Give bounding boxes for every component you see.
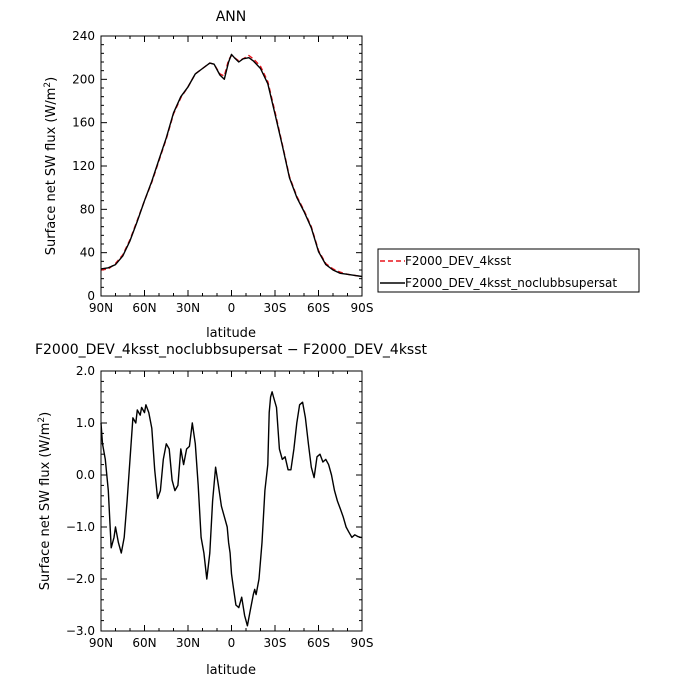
y-tick-label: −3.0	[66, 624, 95, 638]
panel1-frame	[100, 35, 363, 297]
x-tick-label: 90N	[89, 301, 113, 315]
y-tick-label: 240	[72, 29, 95, 43]
legend-label-series-2: F2000_DEV_4ksst_noclubbsupersat	[405, 276, 617, 290]
y-tick-label: −1.0	[66, 520, 95, 534]
y-tick-label: 80	[80, 202, 95, 216]
panel2-ylabel: Surface net SW flux (W/m2)	[37, 412, 53, 590]
x-tick-label: 30S	[264, 636, 287, 650]
panel2-xlabel: latitude	[206, 663, 256, 678]
panel2-frame	[100, 370, 363, 632]
x-tick-label: 30N	[176, 301, 200, 315]
y-tick-label: 200	[72, 72, 95, 86]
x-tick-label: 60N	[132, 636, 156, 650]
y-tick-label: −2.0	[66, 572, 95, 586]
panel-annual-mean: ANN 90N 60N 30N 0 30S 60S 90S 0 40 80 120 160 200 240…	[43, 9, 373, 341]
panel2-plot-area: 90N 60N 30N 0 30S 60S 90S −3.0 −2.0 −1.0 0.0 1.0 2.0	[66, 364, 374, 650]
x-tick-label: 0	[228, 301, 236, 315]
x-tick-label: 60S	[307, 636, 330, 650]
panel1-plot-area: 90N 60N 30N 0 30S 60S 90S 0 40 80 120 160 200 240	[72, 29, 373, 315]
x-tick-label: 60N	[132, 301, 156, 315]
x-tick-label: 0	[228, 636, 236, 650]
panel1-title: ANN	[216, 9, 247, 25]
y-tick-label: 2.0	[76, 364, 95, 378]
y-tick-label: 1.0	[76, 416, 95, 430]
series-line-2	[100, 53, 363, 278]
panel-difference: F2000_DEV_4ksst_noclubbsupersat − F2000_…	[35, 342, 428, 678]
panel1-ylabel: Surface net SW flux (W/m2)	[43, 77, 59, 255]
x-tick-label: 30N	[176, 636, 200, 650]
series-line-1	[100, 54, 363, 278]
x-tick-label: 90S	[351, 636, 374, 650]
series-line-1	[100, 391, 362, 627]
y-tick-label: 120	[72, 159, 95, 173]
x-tick-label: 60S	[307, 301, 330, 315]
y-tick-label: 160	[72, 116, 95, 130]
legend-box	[377, 248, 640, 293]
x-tick-label: 30S	[264, 301, 287, 315]
y-tick-label: 40	[80, 246, 95, 260]
x-tick-label: 90N	[89, 636, 113, 650]
panel2-title: F2000_DEV_4ksst_noclubbsupersat − F2000_…	[35, 342, 428, 358]
legend-label-series-1: F2000_DEV_4ksst	[405, 254, 512, 268]
y-tick-label: 0.0	[76, 468, 95, 482]
x-tick-label: 90S	[351, 301, 374, 315]
legend: F2000_DEV_4ksst F2000_DEV_4ksst_noclubbs…	[377, 248, 640, 293]
panel1-xlabel: latitude	[206, 326, 256, 341]
y-tick-label: 0	[87, 289, 95, 303]
